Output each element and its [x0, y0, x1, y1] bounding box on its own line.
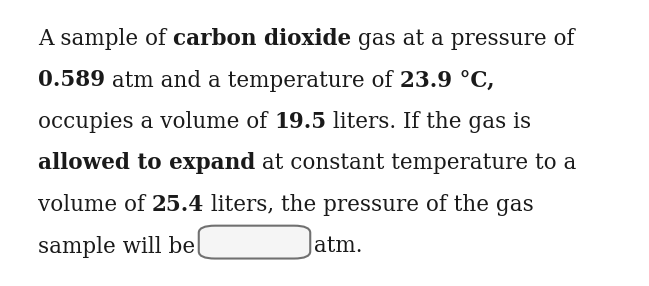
Text: gas at a pressure of: gas at a pressure of [351, 28, 574, 50]
Text: occupies a volume of: occupies a volume of [38, 111, 274, 133]
Text: volume of: volume of [38, 194, 152, 216]
Text: allowed to expand: allowed to expand [38, 152, 255, 174]
Text: liters, the pressure of the gas: liters, the pressure of the gas [204, 194, 534, 216]
Text: liters. If the gas is: liters. If the gas is [326, 111, 532, 133]
Text: 0.589: 0.589 [38, 69, 105, 92]
Text: 25.4: 25.4 [152, 194, 204, 216]
Text: atm.: atm. [307, 235, 363, 257]
Text: sample will be: sample will be [38, 235, 202, 257]
Text: at constant temperature to a: at constant temperature to a [255, 152, 576, 174]
FancyBboxPatch shape [199, 226, 310, 259]
Text: 19.5: 19.5 [274, 111, 326, 133]
Text: atm and a temperature of: atm and a temperature of [105, 69, 400, 92]
Text: carbon dioxide: carbon dioxide [173, 28, 351, 50]
Text: A sample of: A sample of [38, 28, 173, 50]
Text: 23.9 °C,: 23.9 °C, [400, 69, 494, 92]
